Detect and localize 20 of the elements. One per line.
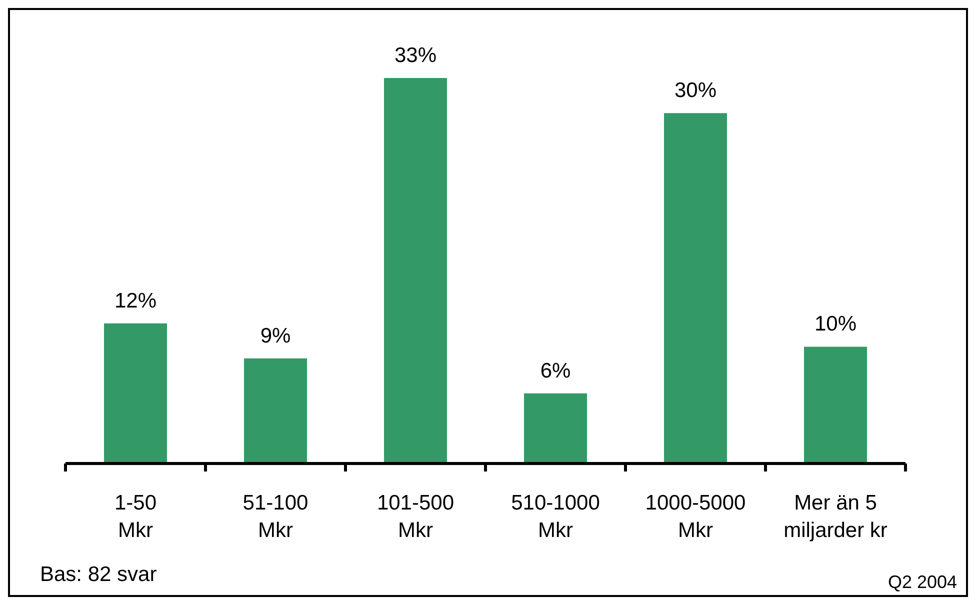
x-tick-label: 510-1000 Mkr	[511, 492, 600, 542]
text: Q2 2004	[888, 572, 957, 592]
data-label: 6%	[540, 359, 571, 382]
text: Bas: 82 svar	[40, 563, 157, 586]
data-label: 12%	[114, 289, 157, 312]
bar	[104, 323, 167, 464]
x-tick-label: 101-500 Mkr	[376, 492, 454, 542]
x-tick-label: 1000-5000 Mkr	[645, 492, 746, 542]
data-label: 10%	[814, 312, 857, 336]
x-tick-label: 1-50 Mkr	[114, 492, 157, 542]
bar	[664, 113, 727, 464]
bar	[384, 78, 447, 464]
bar	[804, 346, 867, 464]
x-tick-label: 51-100 Mkr	[242, 492, 308, 542]
x-tick-label: Mer än 5 miljarder kr	[784, 492, 888, 542]
data-label: 9%	[260, 324, 291, 348]
data-label: 33%	[394, 44, 437, 68]
bar	[244, 358, 307, 464]
bar	[524, 393, 587, 464]
data-label: 30%	[674, 79, 717, 102]
